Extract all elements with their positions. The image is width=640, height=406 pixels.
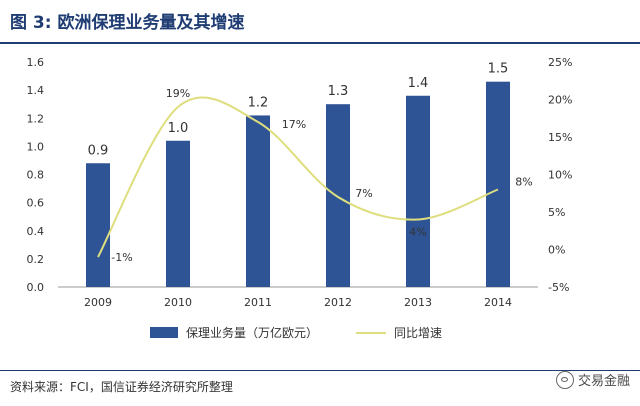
bar <box>406 95 430 287</box>
bar-value-label: 1.5 <box>488 62 509 77</box>
line-value-label: -1% <box>111 251 132 264</box>
line-value-label: 4% <box>409 226 426 239</box>
bar-value-label: 1.2 <box>248 95 269 110</box>
line-value-labels: -1% 19% 17% 7% 4% 8% <box>111 87 532 264</box>
left-tick-label: 1.2 <box>27 112 45 125</box>
figure-title: 图 3: 欧洲保理业务量及其增速 <box>10 13 245 33</box>
left-tick-label: 0.6 <box>27 197 45 210</box>
bar-value-label: 0.9 <box>88 143 109 158</box>
line-value-label: 7% <box>355 187 372 200</box>
right-tick-label: 15% <box>548 131 572 144</box>
line-value-label: 8% <box>515 176 532 189</box>
left-tick-label: 0.8 <box>27 169 45 182</box>
footer-divider <box>0 370 640 371</box>
line-value-label: 19% <box>166 87 190 100</box>
bar-series <box>86 81 510 287</box>
bar-value-labels: 0.9 1.0 1.2 1.3 1.4 1.5 <box>88 62 509 159</box>
bar <box>86 163 110 287</box>
left-tick-label: 1.4 <box>27 84 45 97</box>
right-tick-label: 5% <box>548 206 565 219</box>
x-tick-label: 2011 <box>244 296 272 309</box>
left-tick-label: 0.4 <box>27 225 45 238</box>
right-axis: -5% 0% 5% 10% 15% 20% 25% <box>548 56 572 294</box>
bar-value-label: 1.4 <box>408 76 429 91</box>
left-tick-label: 0.0 <box>27 281 45 294</box>
legend-line-label: 同比增速 <box>394 326 442 340</box>
legend: 保理业务量（万亿欧元） 同比增速 <box>150 325 442 340</box>
right-tick-label: 0% <box>548 244 565 257</box>
right-tick-label: -5% <box>548 281 569 294</box>
bar <box>166 140 190 287</box>
line-value-label: 17% <box>282 118 306 131</box>
figure-header: 图 3: 欧洲保理业务量及其增速 <box>0 0 640 44</box>
right-tick-label: 20% <box>548 94 572 107</box>
bar-value-label: 1.3 <box>328 84 349 99</box>
source-note: 资料来源：FCI，国信证券经济研究所整理 <box>10 380 233 394</box>
x-tick-labels: 2009 2010 2011 2012 2013 2014 <box>84 296 512 309</box>
left-tick-label: 1.0 <box>27 140 45 153</box>
bar <box>246 115 270 287</box>
left-tick-label: 0.2 <box>27 253 45 266</box>
chart: 0.0 0.2 0.4 0.6 0.8 1.0 1.2 1.4 1.6 -5% 0% 5% 10% 15… <box>27 56 573 340</box>
bar <box>486 81 510 287</box>
x-tick-label: 2009 <box>84 296 112 309</box>
legend-bar-swatch <box>150 327 178 338</box>
bar <box>326 104 350 287</box>
bar-value-label: 1.0 <box>168 121 189 136</box>
left-tick-label: 1.6 <box>27 56 45 69</box>
wechat-icon <box>555 370 574 389</box>
x-tick-label: 2014 <box>484 296 512 309</box>
right-tick-label: 25% <box>548 56 572 69</box>
left-axis: 0.0 0.2 0.4 0.6 0.8 1.0 1.2 1.4 1.6 <box>27 56 45 294</box>
x-tick-label: 2012 <box>324 296 352 309</box>
watermark-text: 交易金融 <box>577 374 630 389</box>
growth-line <box>97 96 499 258</box>
legend-bar-label: 保理业务量（万亿欧元） <box>186 325 318 340</box>
right-tick-label: 10% <box>548 169 572 182</box>
watermark: 交易金融 <box>555 370 630 389</box>
x-tick-label: 2013 <box>404 296 432 309</box>
x-tick-label: 2010 <box>164 296 192 309</box>
